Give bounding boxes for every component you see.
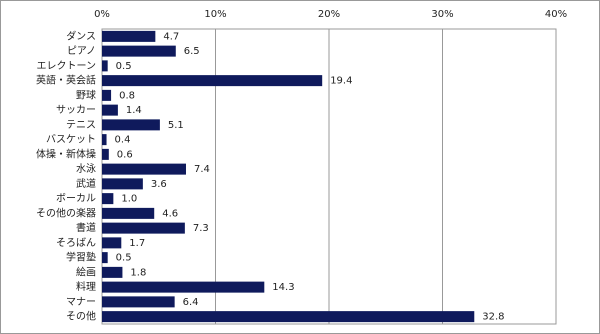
y-tick-label: その他 (66, 310, 96, 323)
x-tick-label: 10% (204, 9, 226, 20)
y-tick-label: 武道 (76, 177, 96, 190)
bar (102, 134, 107, 146)
bar (102, 148, 109, 160)
bar (102, 252, 108, 264)
value-label: 7.3 (193, 223, 209, 234)
y-tick-label: ボーカル (56, 193, 96, 205)
y-tick-label: 絵画 (76, 265, 96, 278)
y-tick-label: そろばん (56, 237, 96, 249)
bar (102, 119, 160, 131)
bar (102, 296, 175, 308)
value-label: 1.4 (126, 105, 142, 116)
value-label: 0.5 (116, 253, 132, 264)
value-label: 1.7 (129, 238, 145, 249)
value-label: 6.4 (183, 297, 199, 308)
bar (102, 222, 185, 234)
value-label: 19.4 (330, 76, 352, 87)
value-label: 0.5 (116, 61, 132, 72)
value-label: 5.1 (168, 120, 184, 131)
y-tick-label: バスケット (46, 134, 96, 146)
y-tick-label: 学習塾 (66, 251, 96, 264)
bar (102, 30, 156, 42)
bar (102, 178, 143, 190)
bar (102, 45, 176, 57)
bar (102, 75, 323, 87)
value-label: 4.6 (162, 208, 178, 219)
value-label: 3.6 (151, 179, 167, 190)
bar (102, 207, 155, 219)
plot-border (101, 28, 557, 325)
bar (102, 89, 112, 101)
y-tick-label: 体操・新体操 (36, 147, 96, 160)
y-tick-label: ダンス (66, 29, 96, 42)
bar (102, 163, 186, 175)
y-tick-label: 書道 (76, 221, 96, 234)
y-tick-label: その他の楽器 (36, 206, 96, 219)
x-tick-label: 40% (545, 9, 567, 20)
y-tick-label: 水泳 (76, 163, 96, 175)
y-tick-label: 野球 (76, 88, 96, 101)
value-label: 1.8 (130, 267, 146, 278)
value-label: 1.0 (121, 194, 137, 205)
y-tick-label: テニス (66, 120, 96, 131)
bar (102, 266, 123, 278)
value-label: 0.8 (119, 90, 135, 101)
y-tick-label: 料理 (76, 280, 96, 293)
bar (102, 281, 265, 293)
bar (102, 104, 118, 116)
x-tick-label: 20% (318, 9, 340, 20)
y-tick-label: マナー (66, 296, 96, 308)
value-label: 0.6 (117, 149, 133, 160)
value-label: 14.3 (272, 282, 294, 293)
y-tick-label: 英語・英会話 (36, 74, 96, 87)
x-tick-label: 0% (94, 9, 110, 20)
bar (102, 237, 122, 249)
bar (102, 311, 475, 323)
value-label: 32.8 (482, 312, 504, 323)
x-tick-label: 30% (431, 9, 453, 20)
y-tick-label: エレクトーン (37, 60, 97, 72)
value-label: 7.4 (194, 164, 210, 175)
bar (102, 60, 108, 72)
value-label: 0.4 (115, 135, 131, 146)
value-label: 4.7 (163, 31, 179, 42)
bar (102, 193, 114, 205)
y-tick-label: サッカー (56, 104, 96, 116)
y-tick-label: ピアノ (67, 45, 96, 57)
value-label: 6.5 (184, 46, 200, 57)
